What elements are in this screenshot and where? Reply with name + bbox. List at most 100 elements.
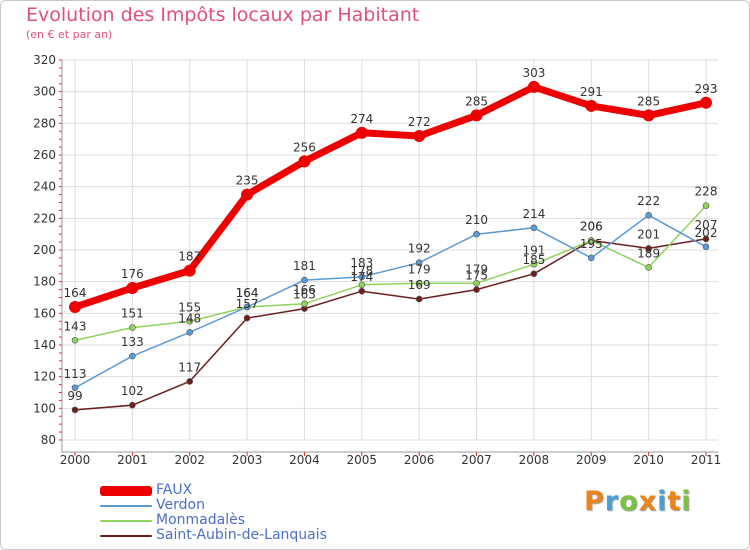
x-tick-label: 2007: [461, 453, 492, 467]
data-label: 285: [465, 94, 488, 108]
data-label: 192: [408, 242, 431, 256]
legend-label: Saint-Aubin-de-Lanquais: [156, 527, 327, 543]
x-tick-label: 2008: [519, 453, 550, 467]
data-label: 174: [350, 270, 373, 284]
data-label: 164: [64, 286, 87, 300]
data-point: [645, 264, 652, 271]
data-label: 206: [580, 220, 603, 234]
data-label: 274: [350, 112, 373, 126]
logo-letter: i: [657, 486, 668, 517]
series-2: [71, 202, 710, 344]
data-label: 181: [293, 259, 316, 273]
data-point: [530, 270, 538, 278]
data-label: 201: [637, 227, 660, 241]
data-point: [129, 352, 136, 360]
data-point: [413, 130, 426, 142]
y-tick-label: 80: [41, 433, 56, 447]
series-line: [74, 205, 707, 342]
data-label: 175: [465, 269, 488, 283]
data-point: [587, 237, 595, 244]
series-line: [73, 83, 707, 311]
data-label: 102: [121, 384, 144, 398]
data-point: [298, 155, 311, 168]
legend-swatch: [100, 535, 152, 537]
y-tick-label: 280: [33, 116, 56, 130]
data-label: 133: [121, 335, 144, 349]
data-point: [243, 314, 251, 322]
data-point: [700, 96, 712, 109]
data-label: 176: [121, 267, 144, 281]
data-point: [702, 243, 710, 251]
legend-swatch: [100, 486, 152, 496]
data-point: [241, 188, 254, 201]
data-point: [69, 301, 81, 313]
series-1: [71, 211, 710, 392]
data-label: 206: [580, 220, 603, 234]
data-label: 285: [637, 94, 660, 108]
y-tick-label: 240: [33, 180, 56, 194]
data-point: [358, 281, 366, 289]
data-point: [642, 109, 655, 122]
y-tick-label: 200: [33, 243, 56, 257]
x-tick-label: 2005: [347, 453, 378, 467]
data-point: [71, 406, 79, 414]
x-tick-label: 2004: [289, 453, 320, 467]
data-label: 272: [408, 115, 431, 129]
data-label: 155: [178, 300, 201, 314]
data-label: 179: [465, 262, 488, 276]
data-label: 143: [64, 319, 87, 333]
legend-swatch: [100, 505, 152, 507]
data-label: 117: [178, 360, 201, 374]
x-tick-label: 2000: [60, 453, 91, 467]
data-label: 179: [408, 262, 431, 276]
data-point: [358, 287, 366, 295]
y-tick-label: 220: [33, 211, 56, 225]
data-point: [645, 245, 652, 252]
y-tick-label: 180: [33, 275, 56, 289]
data-point: [645, 211, 652, 219]
data-point: [702, 202, 710, 209]
data-point: [358, 273, 366, 281]
data-label: 256: [293, 140, 316, 154]
data-label: 303: [522, 66, 545, 80]
data-label: 195: [580, 237, 603, 251]
logo-letter: t: [667, 486, 682, 517]
data-label: 189: [637, 246, 660, 260]
data-label: 191: [522, 243, 545, 257]
legend-label: Monmadalès: [156, 512, 245, 528]
data-point: [71, 336, 79, 344]
data-label: 185: [522, 253, 545, 267]
data-label: 293: [695, 82, 718, 96]
data-point: [129, 324, 136, 331]
series-line: [74, 238, 707, 411]
data-label: 157: [236, 297, 259, 311]
series-0: [69, 80, 712, 313]
data-label: 169: [408, 278, 431, 292]
data-point: [415, 295, 423, 303]
logo-letter: P: [584, 486, 605, 517]
data-point: [243, 303, 251, 311]
data-point: [473, 230, 480, 238]
x-tick-label: 2006: [404, 453, 435, 467]
data-label: 183: [350, 256, 373, 270]
data-label: 151: [121, 307, 144, 321]
data-point: [129, 401, 136, 409]
y-tick-label: 100: [33, 401, 56, 415]
data-point: [530, 224, 538, 232]
data-point: [585, 99, 598, 112]
data-point: [702, 235, 710, 243]
data-label: 202: [695, 226, 718, 240]
y-tick-label: 140: [33, 338, 56, 352]
data-point: [71, 384, 79, 392]
data-label: 187: [178, 250, 201, 264]
data-label: 214: [522, 207, 545, 221]
data-label: 228: [695, 185, 718, 199]
data-point: [186, 378, 194, 385]
data-point: [301, 276, 308, 284]
x-tick-label: 2009: [576, 453, 607, 467]
data-point: [473, 279, 480, 287]
data-label: 148: [178, 311, 201, 325]
logo-letter: o: [619, 486, 639, 517]
data-point: [126, 282, 139, 294]
logo-letter: x: [638, 486, 658, 517]
